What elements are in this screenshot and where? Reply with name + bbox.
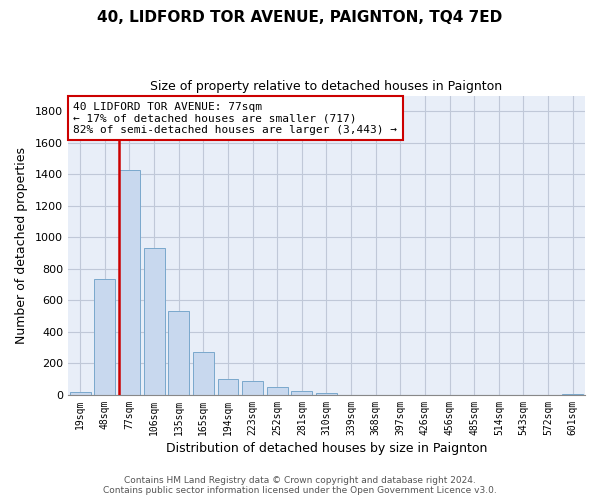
- Bar: [562, 394, 583, 395]
- Bar: [267, 387, 287, 395]
- Y-axis label: Number of detached properties: Number of detached properties: [15, 147, 28, 344]
- Bar: [168, 312, 189, 395]
- Text: 40 LIDFORD TOR AVENUE: 77sqm
← 17% of detached houses are smaller (717)
82% of s: 40 LIDFORD TOR AVENUE: 77sqm ← 17% of de…: [73, 102, 397, 134]
- Bar: [316, 392, 337, 395]
- Bar: [70, 392, 91, 395]
- Bar: [218, 378, 238, 395]
- Bar: [143, 248, 164, 395]
- Text: Contains HM Land Registry data © Crown copyright and database right 2024.
Contai: Contains HM Land Registry data © Crown c…: [103, 476, 497, 495]
- Bar: [94, 279, 115, 395]
- Bar: [119, 170, 140, 395]
- Bar: [292, 390, 313, 395]
- X-axis label: Distribution of detached houses by size in Paignton: Distribution of detached houses by size …: [166, 442, 487, 455]
- Bar: [193, 352, 214, 395]
- Title: Size of property relative to detached houses in Paignton: Size of property relative to detached ho…: [151, 80, 503, 93]
- Text: 40, LIDFORD TOR AVENUE, PAIGNTON, TQ4 7ED: 40, LIDFORD TOR AVENUE, PAIGNTON, TQ4 7E…: [97, 10, 503, 25]
- Bar: [242, 381, 263, 395]
